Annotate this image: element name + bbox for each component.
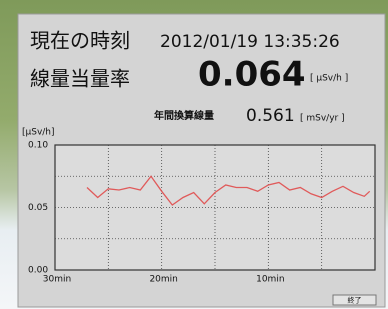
y-tick-label: 0.05	[28, 203, 48, 213]
page: 現在の時刻 2012/01/19 13:35:26 線量当量率 0.064 [ …	[0, 0, 388, 309]
y-axis-label: [μSv/h]	[22, 128, 55, 138]
rate-unit: [ μSv/h ]	[310, 74, 348, 84]
rate-label: 線量当量率	[30, 67, 130, 91]
x-tick-label: 20min	[149, 275, 177, 285]
time-value: 2012/01/19 13:35:26	[160, 32, 340, 52]
annual-unit: [ mSv/yr ]	[300, 114, 345, 124]
annual-label: 年間換算線量	[154, 109, 214, 122]
close-button-label[interactable]: 終了	[348, 296, 362, 305]
time-label: 現在の時刻	[30, 29, 130, 53]
rate-value: 0.064	[198, 55, 306, 95]
x-tick-label: 10min	[256, 275, 284, 285]
x-tick-label: 30min	[43, 275, 71, 285]
annual-value: 0.561	[246, 106, 295, 126]
monitor-window: 現在の時刻 2012/01/19 13:35:26 線量当量率 0.064 [ …	[0, 0, 388, 309]
y-tick-label: 0.10	[28, 141, 48, 151]
